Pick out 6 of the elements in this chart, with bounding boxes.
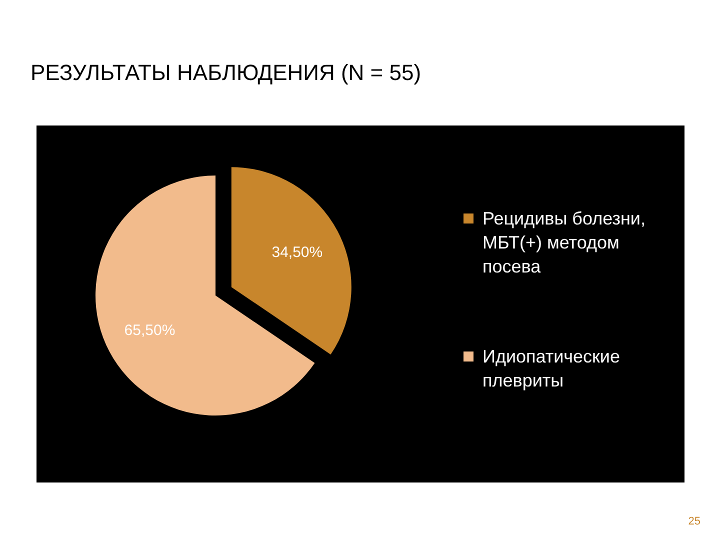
- data-label: 34,50%: [272, 244, 323, 261]
- text: 25: [688, 516, 701, 528]
- legend-label: Рецидивы болезни, МБТ(+) методом посева: [482, 208, 646, 276]
- legend-label: Идиопатические плевриты: [482, 346, 620, 390]
- chart-title: РЕЗУЛЬТАТЫ НАБЛЮДЕНИЯ (N = 55): [30, 60, 422, 85]
- data-label: 65,50%: [124, 322, 176, 339]
